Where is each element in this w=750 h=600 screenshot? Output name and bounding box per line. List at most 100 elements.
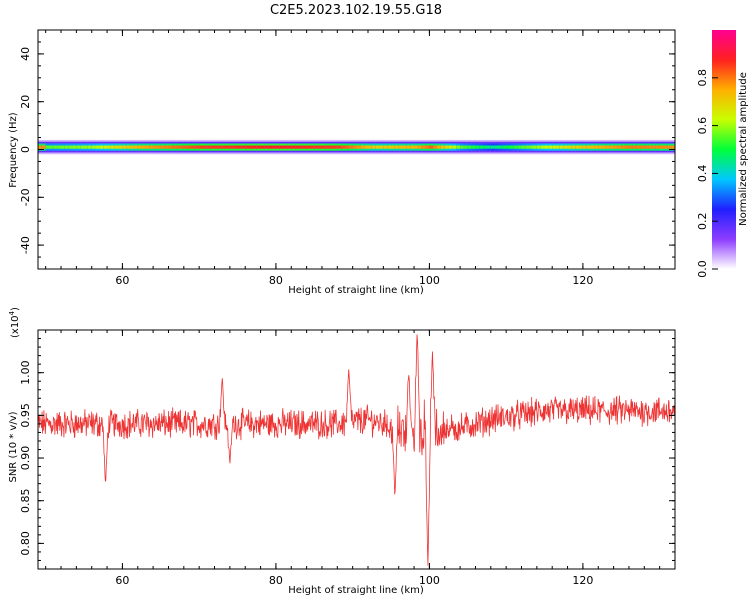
colorbar: 0.0 0.2 0.4 0.6 0.8 Normalized spectral ampl…: [696, 30, 749, 278]
spectrogram-peak-cell: [417, 145, 423, 149]
spectrogram-peak-cell: [502, 145, 507, 149]
spectrogram-peak-cell: [245, 145, 250, 149]
y-tick-label: 40: [19, 47, 32, 61]
spectrogram-peak-cell: [114, 145, 119, 149]
spectrogram-peak-cell: [559, 145, 565, 149]
spectrogram-peak-cell: [425, 145, 430, 149]
spectrogram-peak-cell: [199, 145, 204, 149]
spectrogram-peak-cell: [479, 145, 484, 149]
colorbar-label: Normalized spectral amplitude: [738, 72, 749, 226]
spectrogram-peak-cell: [628, 145, 634, 149]
spectrogram-peak-cell: [444, 145, 449, 149]
spectrogram-peak-cell: [272, 145, 277, 149]
spectrogram-peak-cell: [663, 145, 668, 149]
snr-series-line: [38, 334, 675, 566]
spectrogram-peak-cell: [268, 145, 273, 149]
y-tick-label: 0.80: [19, 531, 32, 556]
spectrogram-peak-cell: [448, 145, 453, 149]
spectrogram-peak-cell: [99, 145, 104, 149]
y-tick-label: 20: [19, 95, 32, 109]
spectrogram-peak-cell: [563, 145, 568, 149]
spectrogram-peak-cell: [621, 145, 626, 149]
spectrogram-peak-cell: [609, 145, 615, 149]
spectrogram-peak-cell: [387, 145, 392, 149]
spectrogram-peak-cell: [529, 145, 534, 149]
spectrogram-peak-cell: [249, 145, 254, 149]
spectrogram-peak-cell: [49, 145, 54, 149]
spectrogram-peak-cell: [195, 145, 200, 149]
spectrogram-peak-cell: [556, 145, 561, 149]
spectrogram-x-ticks: 60 80 100 120: [45, 30, 676, 287]
spectrogram-peak-cell: [329, 145, 334, 149]
spectrogram-peak-cell: [594, 145, 599, 149]
spectrogram-peak-cell: [61, 145, 66, 149]
spectrogram-y-label: Frequency (Hz): [8, 112, 19, 188]
spectrogram-peak-cell: [337, 145, 342, 149]
spectrogram-peak-cell: [521, 145, 526, 149]
colorbar-ticks: 0.0 0.2 0.4 0.6 0.8: [696, 69, 718, 278]
y-tick-label: 0: [19, 146, 32, 153]
spectrogram-peak-cell: [498, 145, 503, 149]
spectrogram-peak-cell: [636, 145, 641, 149]
spectrogram-peak-cell: [460, 145, 465, 149]
spectrogram-peak-cell: [440, 145, 446, 149]
x-tick-label: 100: [419, 574, 440, 587]
spectrogram-peak-cell: [87, 145, 93, 149]
spectrogram-peak-cell: [321, 145, 327, 149]
spectrogram-peak-cell: [356, 145, 361, 149]
spectrogram-peak-cell: [183, 145, 189, 149]
x-tick-label: 100: [419, 274, 440, 287]
spectrogram-panel: 60 80 100 120 40 20 0 -20 -40 Height of straigh…: [8, 29, 676, 296]
spectrogram-peak-cell: [575, 145, 580, 149]
spectrogram-peak-cell: [391, 145, 396, 149]
spectrogram-peak-cell: [383, 145, 388, 149]
snr-exponent-power: 4: [8, 310, 16, 315]
spectrogram-peak-cell: [156, 145, 162, 149]
colorbar-tick-label: 0.4: [696, 165, 709, 183]
spectrogram-peak-cell: [571, 145, 576, 149]
colorbar-tick-label: 0.8: [696, 69, 709, 87]
y-tick-label: 0.90: [19, 446, 32, 471]
spectrogram-peak-cell: [605, 145, 611, 149]
snr-exponent-suffix: ): [10, 307, 21, 311]
spectrogram-peak-cell: [84, 145, 89, 149]
spectrogram-peak-cell: [80, 145, 85, 149]
spectrogram-peak-cell: [414, 145, 419, 149]
spectrogram-peak-cell: [548, 145, 553, 149]
spectrogram-peak-cell: [625, 145, 630, 149]
spectrogram-peak-cell: [38, 145, 43, 149]
spectrogram-peak-cell: [95, 145, 100, 149]
spectrogram-peak-cell: [218, 145, 223, 149]
spectrogram-peak-cell: [91, 145, 96, 149]
spectrogram-peak-cell: [191, 145, 196, 149]
colorbar-tick-label: 0.2: [696, 212, 709, 230]
spectrogram-peak-cell: [371, 145, 377, 149]
spectrogram-peak-cell: [341, 145, 346, 149]
spectrogram-peak-cell: [617, 145, 622, 149]
spectrogram-peak-cell: [103, 145, 108, 149]
spectrogram-peak-cell: [590, 145, 595, 149]
spectrogram-peak-cell: [402, 145, 407, 149]
spectrogram-peak-cell: [533, 145, 538, 149]
spectrogram-peak-cell: [352, 145, 357, 149]
spectrogram-peak-cell: [264, 145, 269, 149]
spectrogram-x-label: Height of straight line (km): [288, 285, 424, 296]
spectrogram-peak-cell: [483, 145, 488, 149]
spectrogram-peak-cell: [176, 145, 181, 149]
spectrogram-peak-cell: [256, 145, 261, 149]
spectrogram-peak-cell: [179, 145, 185, 149]
snr-plot-area: [38, 330, 675, 569]
spectrogram-peak-cell: [602, 145, 607, 149]
spectrogram-peak-cell: [651, 145, 657, 149]
spectrogram-peak-cell: [671, 145, 676, 149]
spectrogram-peak-cell: [214, 145, 219, 149]
spectrogram-peak-cell: [567, 145, 572, 149]
y-tick-label: -20: [19, 188, 32, 206]
spectrogram-peak-cell: [302, 145, 308, 149]
spectrogram-peak-cell: [655, 145, 661, 149]
colorbar-tick-label: 0.0: [696, 260, 709, 278]
chart-title: C2E5.2023.102.19.55.G18: [270, 3, 442, 18]
spectrogram-peak-cell: [203, 145, 208, 149]
snr-panel: 60 80 100 120 1.00 0.95 0.90 0.85 0.80 Height o…: [8, 307, 676, 596]
spectrogram-peak-cell: [490, 145, 496, 149]
